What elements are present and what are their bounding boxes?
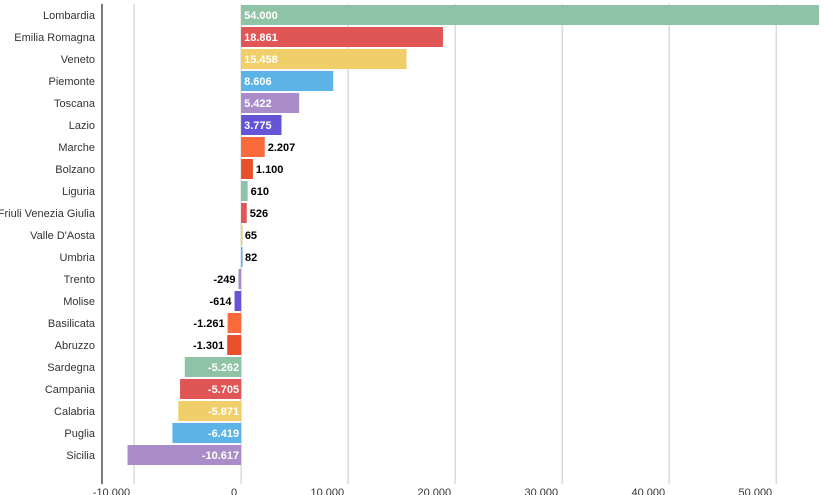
category-label: Calabria <box>54 406 96 418</box>
bar <box>241 115 282 135</box>
value-label: -1.261 <box>193 318 224 330</box>
bar <box>178 401 242 421</box>
value-label: 65 <box>245 230 257 242</box>
bar <box>241 225 243 245</box>
bar <box>241 159 253 179</box>
category-label: Trento <box>64 274 95 286</box>
value-label: -614 <box>210 296 233 308</box>
value-label: -1.301 <box>193 340 224 352</box>
bar <box>238 269 242 289</box>
x-tick-labels: -10.000 0 10.000 20.000 30.000 40.000 50.000 <box>93 487 772 495</box>
value-label: 5.422 <box>244 98 272 110</box>
value-label: 1.100 <box>256 164 284 176</box>
bar <box>241 5 820 25</box>
x-tick-label: 20.000 <box>417 487 451 495</box>
bar <box>184 357 242 377</box>
category-label: Liguria <box>62 186 96 198</box>
bars: 54.000 18.861 15.458 8.606 5.422 3.775 2.207 1.… <box>127 5 820 465</box>
category-label: Valle D'Aosta <box>30 230 96 242</box>
category-label: Abruzzo <box>55 340 95 352</box>
bar <box>241 181 248 201</box>
category-label: Lazio <box>69 120 95 132</box>
value-label: 15.458 <box>244 54 278 66</box>
x-tick-label: 50.000 <box>739 487 773 495</box>
x-tick-label: 10.000 <box>310 487 344 495</box>
category-labels: Lombardia Emilia Romagna Veneto Piemonte Tos… <box>0 10 96 462</box>
category-label: Bolzano <box>55 164 95 176</box>
bar <box>241 93 300 113</box>
category-label: Umbria <box>60 252 96 264</box>
bar <box>227 313 242 333</box>
x-tick-label: 40.000 <box>632 487 666 495</box>
category-label: Emilia Romagna <box>14 32 96 44</box>
category-label: Basilicata <box>48 318 96 330</box>
category-label: Friuli Venezia Giulia <box>0 208 96 220</box>
category-label: Piemonte <box>49 76 95 88</box>
bar <box>227 335 242 355</box>
value-label: -5.262 <box>208 362 239 374</box>
value-label: 8.606 <box>244 76 272 88</box>
bar <box>241 247 243 267</box>
value-label: -5.705 <box>208 384 239 396</box>
category-label: Sardegna <box>47 362 96 374</box>
bar <box>241 71 334 91</box>
bar <box>172 423 242 443</box>
category-label: Molise <box>63 296 95 308</box>
bar <box>180 379 242 399</box>
bar <box>127 445 242 465</box>
bar <box>241 137 265 157</box>
x-tick-label: 0 <box>231 487 237 495</box>
value-label: 2.207 <box>268 142 296 154</box>
category-label: Sicilia <box>66 450 96 462</box>
value-label: -249 <box>213 274 235 286</box>
bar <box>241 203 247 223</box>
category-label: Lombardia <box>43 10 96 22</box>
value-label: -10.617 <box>202 450 239 462</box>
category-label: Puglia <box>64 428 95 440</box>
value-label: 82 <box>245 252 257 264</box>
value-label: 3.775 <box>244 120 272 132</box>
bar <box>241 27 443 47</box>
value-label: 610 <box>251 186 269 198</box>
value-label: -5.871 <box>208 406 239 418</box>
category-label: Veneto <box>61 54 95 66</box>
category-label: Toscana <box>54 98 96 110</box>
category-label: Campania <box>45 384 96 396</box>
bar <box>234 291 242 311</box>
x-tick-label: 30.000 <box>525 487 559 495</box>
category-label: Marche <box>58 142 95 154</box>
value-label: -6.419 <box>208 428 239 440</box>
bar <box>241 49 407 69</box>
value-label: 54.000 <box>244 10 278 22</box>
value-label: 526 <box>250 208 268 220</box>
value-label: 18.861 <box>244 32 278 44</box>
x-tick-label: -10.000 <box>93 487 130 495</box>
